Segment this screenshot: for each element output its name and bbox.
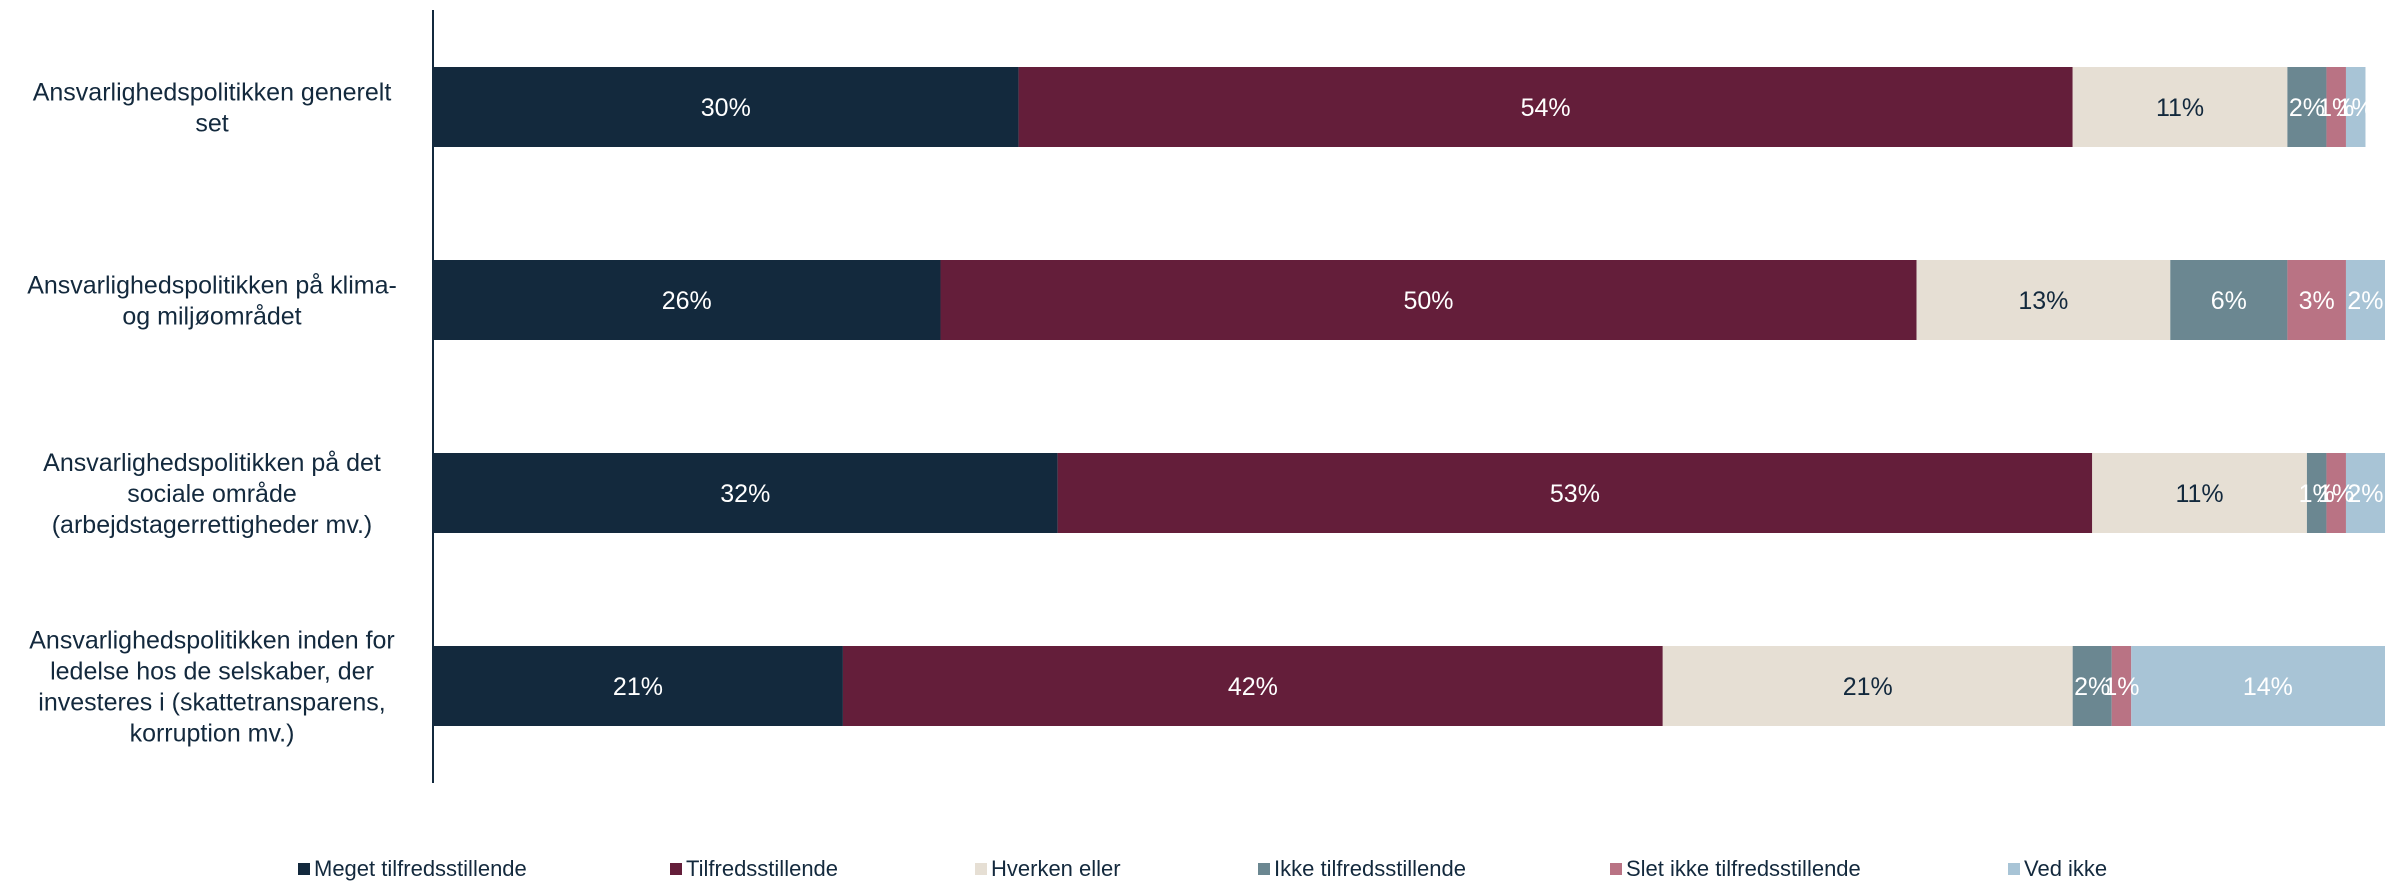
legend-swatch xyxy=(2008,863,2020,875)
bar-segment xyxy=(2072,646,2112,726)
bar-segment xyxy=(2345,67,2366,147)
bar-value-label: 11% xyxy=(2156,94,2204,122)
bar-value-label: 2% xyxy=(2347,287,2383,315)
bar-segment xyxy=(2170,260,2288,340)
bar-value-label: 1% xyxy=(2318,94,2354,122)
category-label-line: korruption mv.) xyxy=(130,720,295,748)
bar-value-label: 21% xyxy=(613,673,663,701)
bar-segment xyxy=(2287,67,2327,147)
bar-segment xyxy=(1057,453,2093,533)
category-label: Ansvarlighedspolitikken på det sociale om… xyxy=(43,449,381,539)
category-label-line: Ansvarlighedspolitikken på det xyxy=(43,449,381,477)
bar-value-label: 53% xyxy=(1550,480,1600,508)
bar-value-label: 1% xyxy=(2103,673,2139,701)
legend-label: Hverken eller xyxy=(991,856,1121,881)
bar-segment xyxy=(2326,453,2346,533)
legend-label: Slet ikke tilfredsstillende xyxy=(1626,856,1861,881)
bar-segment xyxy=(1662,646,2073,726)
bar-segment xyxy=(2306,453,2327,533)
bar-value-label: 54% xyxy=(1521,94,1571,122)
category-label-line: Ansvarlighedspolitikken på klima- xyxy=(27,272,397,300)
bar-segment xyxy=(433,453,1058,533)
bar-value-label: 21% xyxy=(1843,673,1893,701)
bar-segment xyxy=(2326,67,2346,147)
bar-value-label: 6% xyxy=(2211,287,2247,315)
bars-layer xyxy=(433,67,2385,726)
bar-segment xyxy=(2131,646,2385,726)
bar-value-label: 2% xyxy=(2074,673,2110,701)
bar-value-label: 42% xyxy=(1228,673,1278,701)
bar-segment xyxy=(433,646,843,726)
bar-value-label: 50% xyxy=(1403,287,1453,315)
legend-label: Tilfredsstillende xyxy=(686,856,838,881)
bar-value-label: 1% xyxy=(2299,480,2335,508)
category-label-line: og miljøområdet xyxy=(122,303,301,331)
bar-segment xyxy=(2345,453,2385,533)
bar-value-label: 1% xyxy=(2338,94,2374,122)
category-label-line: set xyxy=(195,110,228,138)
bar-segment xyxy=(2092,453,2307,533)
legend-label: Ved ikke xyxy=(2024,856,2107,881)
bar-segment xyxy=(2345,260,2385,340)
legend-label: Ikke tilfredsstillende xyxy=(1274,856,1466,881)
bar-value-label: 26% xyxy=(662,287,712,315)
bar-value-label: 11% xyxy=(2175,480,2223,508)
category-label-line: Ansvarlighedspolitikken generelt xyxy=(33,79,392,107)
category-label-line: sociale område xyxy=(127,480,297,508)
legend-swatch xyxy=(1258,863,1270,875)
bar-segment xyxy=(433,67,1019,147)
category-label: Ansvarlighedspolitikken på klima-og milj… xyxy=(27,272,397,331)
bar-segment xyxy=(842,646,1663,726)
bar-segment xyxy=(2072,67,2288,147)
bar-value-label: 32% xyxy=(720,480,770,508)
bar-segment xyxy=(2111,646,2132,726)
bar-value-label: 13% xyxy=(2018,287,2068,315)
bar-segment xyxy=(433,260,941,340)
legend-swatch xyxy=(975,863,987,875)
value-labels-layer: 30% 54% 11% 2%1%1%26% 50% 13% 6% 3% 2%32% 53% 11% 1… xyxy=(613,94,2384,701)
category-label-line: (arbejdstagerrettigheder mv.) xyxy=(52,511,373,539)
category-label-line: Ansvarlighedspolitikken inden for xyxy=(29,627,395,655)
legend-swatch xyxy=(298,863,310,875)
legend-swatch xyxy=(670,863,682,875)
bar-segment xyxy=(2287,260,2346,340)
bar-value-label: 30% xyxy=(701,94,751,122)
bar-value-label: 3% xyxy=(2299,287,2335,315)
bar-segment xyxy=(1916,260,2171,340)
legend: Meget tilfredsstillende Tilfredsstillende… xyxy=(298,856,2107,881)
bar-segment xyxy=(940,260,1917,340)
bar-value-label: 1% xyxy=(2318,480,2354,508)
category-label-line: ledelse hos de selskaber, der xyxy=(50,658,374,686)
category-labels-layer: Ansvarlighedspolitikken generelt setAnsva… xyxy=(27,79,397,748)
bar-value-label: 2% xyxy=(2289,94,2325,122)
category-label: Ansvarlighedspolitikken generelt set xyxy=(33,79,392,138)
category-label-line: investeres i (skattetransparens, xyxy=(38,689,385,717)
bar-segment xyxy=(1018,67,2073,147)
bar-value-label: 2% xyxy=(2347,480,2383,508)
bar-value-label: 14% xyxy=(2243,673,2293,701)
legend-label: Meget tilfredsstillende xyxy=(314,856,527,881)
category-label: Ansvarlighedspolitikken inden for ledelse… xyxy=(29,627,395,748)
legend-swatch xyxy=(1610,863,1622,875)
